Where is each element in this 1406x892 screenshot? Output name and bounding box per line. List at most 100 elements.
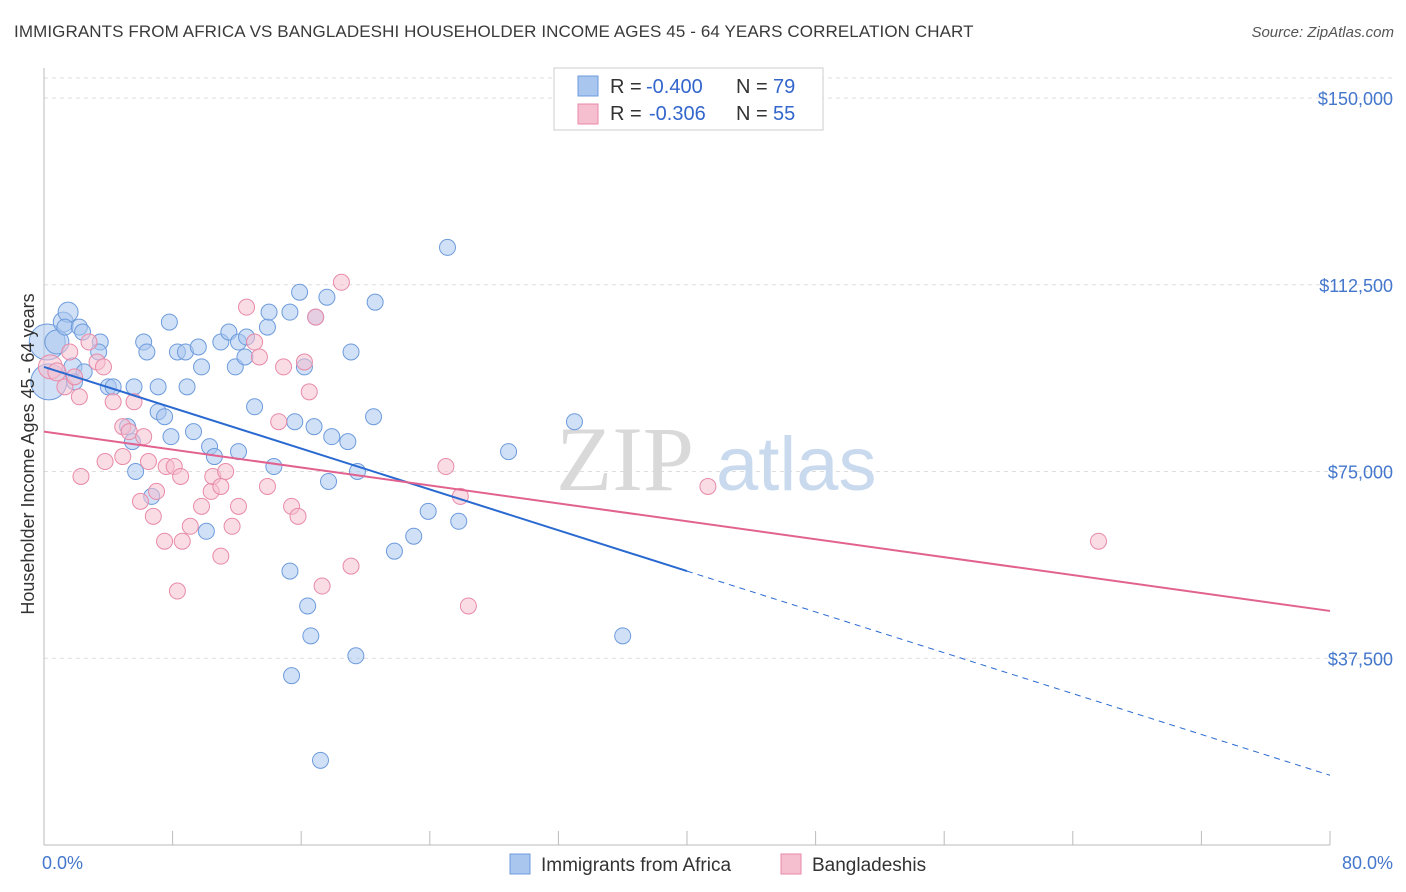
point-africa [347,647,365,665]
point-africa [286,413,304,431]
point-africa [281,562,299,580]
point-africa [366,293,384,311]
stats-box: R = -0.400 N = 79 R = -0.306 N = 55 [553,67,824,131]
point-bangladeshi [131,492,149,510]
point-africa [197,522,215,540]
point-africa [156,408,174,426]
legend-swatch-blue [509,853,531,875]
point-africa [246,398,264,416]
point-bangladeshi [238,298,256,316]
point-bangladeshi [212,477,230,495]
point-bangladeshi [148,482,166,500]
point-bangladeshi [72,467,90,485]
y-tick-label: $112,500 [1319,276,1393,296]
stats-swatch-blue [577,75,599,97]
point-bangladeshi [342,557,360,575]
legend-swatch-pink [780,853,802,875]
stats-r-label-pink: R = [610,103,642,125]
stats-r-label-blue: R = [610,76,642,98]
point-bangladeshi [156,532,174,550]
x-tick-label-min: 0.0% [42,853,83,873]
point-africa [342,343,360,361]
chart-source: Source: ZipAtlas.com [1251,24,1394,41]
point-africa [614,627,632,645]
point-bangladeshi [70,388,88,406]
point-bangladeshi [193,497,211,515]
point-bangladeshi [114,448,132,466]
point-africa [323,428,341,446]
point-africa [127,463,145,480]
point-bangladeshi [181,517,199,535]
stats-n-value-blue: 79 [773,76,795,98]
y-tick-label: $150,000 [1318,89,1393,109]
point-bangladeshi [300,383,318,401]
point-bangladeshi [96,453,114,471]
point-africa [149,378,167,396]
point-bangladeshi [168,582,186,600]
point-africa [291,283,309,301]
point-bangladeshi [270,413,288,431]
point-africa [299,597,317,615]
point-africa [162,428,180,446]
point-africa [405,527,423,545]
point-africa [138,343,156,361]
point-africa [57,301,79,323]
point-africa [184,423,202,441]
point-africa [56,318,74,336]
point-bangladeshi [172,467,190,485]
stats-n-label-pink: N = [736,103,768,125]
point-bangladeshi [135,428,153,446]
point-africa [339,433,357,451]
point-bangladeshi [139,453,157,471]
point-africa [236,348,254,366]
stats-n-value-pink: 55 [773,103,795,125]
point-bangladeshi [258,477,276,495]
point-africa [258,318,276,336]
legend-label-bangladeshis: Bangladeshis [812,855,926,876]
chart-title: IMMIGRANTS FROM AFRICA VS BANGLADESHI HO… [14,22,974,41]
watermark-atlas: atlas [716,422,877,507]
point-bangladeshi [217,463,235,480]
point-bangladeshi [120,423,138,441]
point-africa [125,378,143,396]
point-bangladeshi [173,532,191,550]
point-africa [450,512,468,530]
point-bangladeshi [289,507,307,525]
grid-layer [44,77,1393,659]
point-bangladeshi [699,477,717,495]
point-africa [318,288,336,306]
watermark: ZIP atlas [556,408,877,510]
stats-n-label-blue: N = [736,76,768,98]
point-bangladeshi [223,517,241,535]
x-tick-label-max: 80.0% [1342,853,1393,873]
trend-layer [43,365,1331,776]
point-bangladeshi [295,353,313,371]
point-africa [193,358,211,376]
point-africa [260,303,278,321]
point-africa [305,418,323,436]
point-bangladeshi [459,597,477,615]
point-africa [385,542,403,560]
stats-r-value-pink: -0.306 [649,103,706,125]
legend-label-africa: Immigrants from Africa [541,855,731,876]
trend-line-africa [43,365,688,573]
y-axis-label: Householder Income Ages 45 - 64 years [18,293,38,614]
point-africa [500,443,518,461]
point-africa [438,238,456,256]
trend-line-bangladeshi [43,430,1331,612]
point-africa [320,472,338,490]
point-africa [565,413,583,431]
point-africa [311,751,329,769]
point-africa [160,313,178,331]
point-bangladeshi [230,497,248,515]
point-africa [281,303,299,321]
point-bangladeshi [275,358,293,376]
points-layer [28,238,1108,769]
point-bangladeshi [437,458,455,476]
point-africa [189,338,207,356]
stats-swatch-pink [577,103,599,125]
point-africa [302,627,320,645]
axes-layer [43,68,1331,846]
point-africa [419,502,437,520]
point-bangladeshi [307,308,325,326]
